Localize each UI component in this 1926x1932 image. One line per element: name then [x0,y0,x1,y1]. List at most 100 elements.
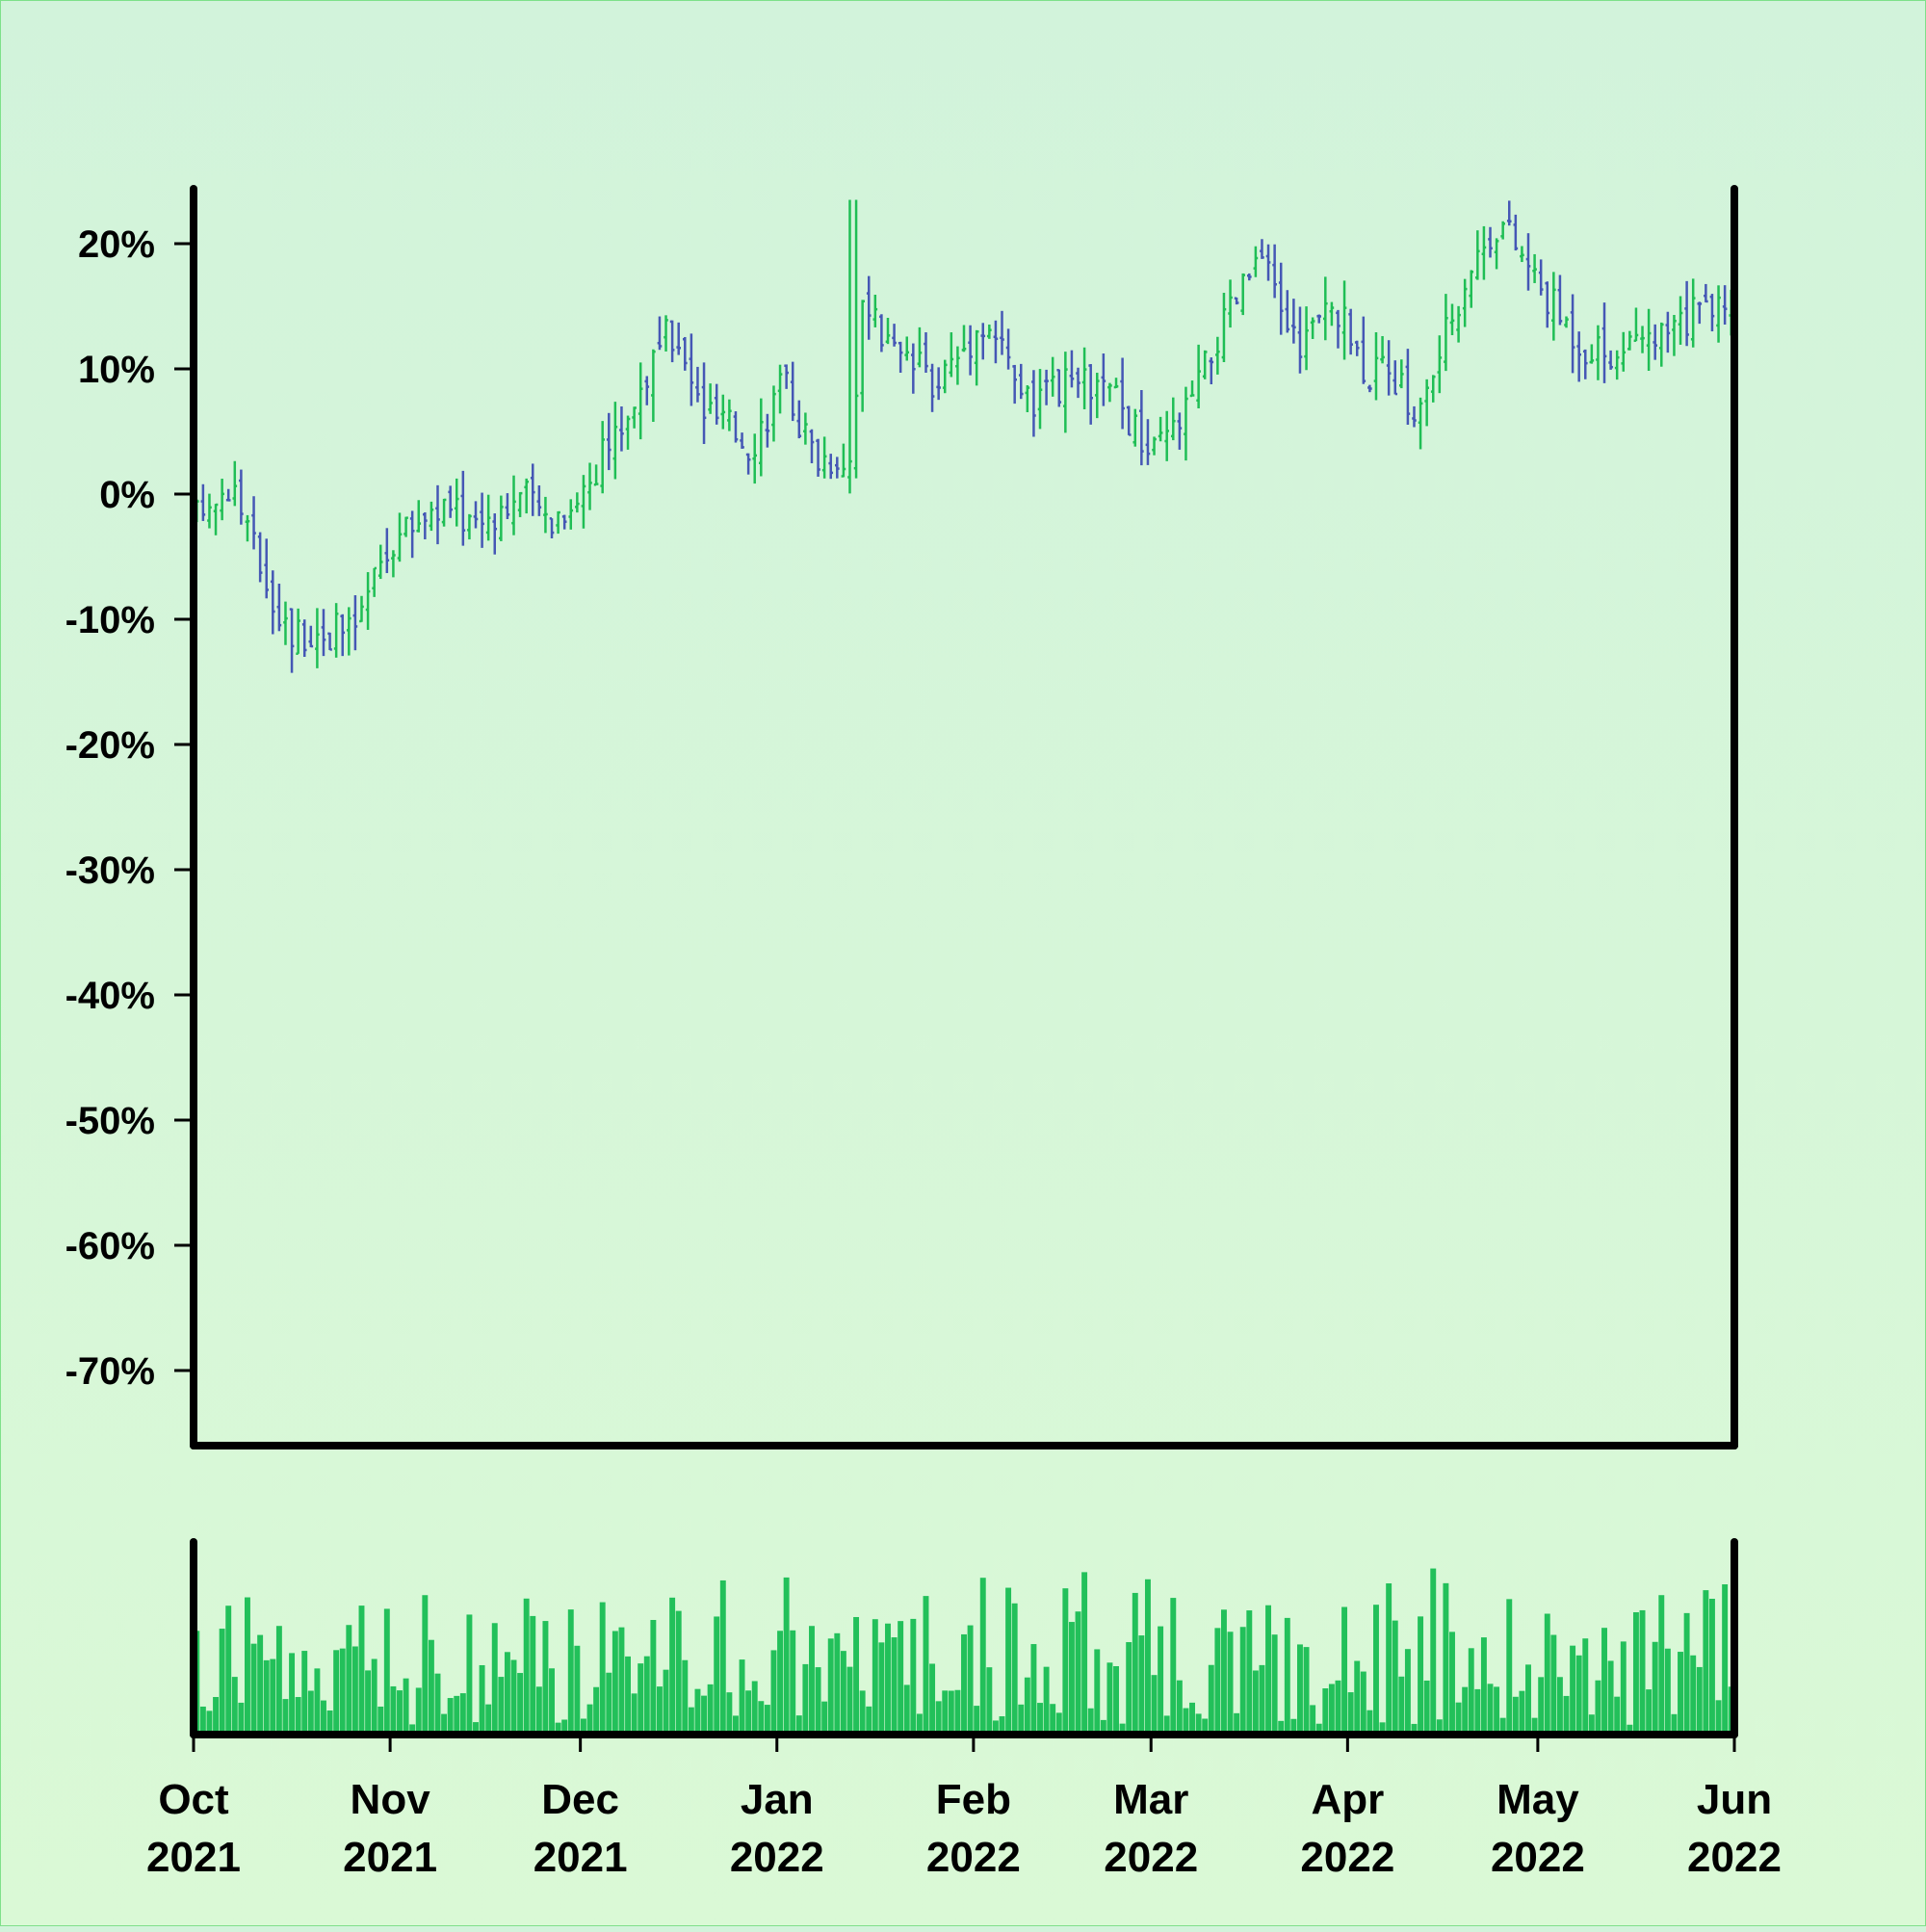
ohlc-bar [987,324,992,339]
ohlc-bar [1240,273,1246,316]
ohlc-bar [1329,301,1335,326]
volume-bar [777,1631,784,1735]
volume-bar [1627,1724,1633,1735]
ohlc-bar [1633,307,1639,343]
volume-bar [719,1580,726,1735]
volume-bar [745,1690,752,1735]
ohlc-bar [251,496,256,550]
ohlc-bar [1297,306,1303,374]
ohlc-bar [1348,308,1353,355]
volume-bar [733,1715,739,1735]
volume-bar [663,1669,669,1735]
ohlc-bar [245,514,250,542]
volume-bar [555,1722,561,1735]
volume-bar [764,1705,770,1735]
ohlc-bar [1076,367,1080,399]
ohlc-bar [1684,280,1689,347]
ohlc-bar [1189,380,1195,398]
volume-bar [1183,1708,1189,1735]
ohlc-bar [1557,274,1563,326]
volume-bar [948,1690,954,1735]
volume-bar [1347,1692,1354,1735]
ohlc-bar [1589,344,1595,364]
ohlc-bar [1228,279,1233,328]
volume-bar [929,1663,936,1735]
volume-bar [751,1681,758,1735]
ohlc-bar [1697,301,1703,325]
ohlc-bar [220,479,224,521]
volume-bar [1436,1719,1443,1735]
volume-bar [1310,1705,1316,1735]
volume-bar [275,1626,282,1735]
volume-bar [1081,1572,1088,1735]
volume-bar [517,1673,524,1735]
volume-bar [961,1633,967,1735]
ohlc-bar [1418,397,1423,450]
volume-bar [815,1667,821,1735]
volume-bar [1715,1700,1722,1735]
volume-bar [1664,1648,1671,1735]
volume-bar [295,1697,301,1735]
volume-bar [1284,1617,1290,1735]
ohlc-bar [1469,270,1474,308]
ohlc-bar [879,314,884,352]
ohlc-bar [327,632,332,651]
ohlc-bar [968,325,973,376]
ohlc-bar [1500,221,1505,240]
volume-bar [1499,1717,1506,1735]
ohlc-bar [695,366,700,403]
x-tick-month: Mar [1113,1776,1188,1823]
ohlc-bar [524,478,529,514]
volume-bar [1538,1677,1545,1735]
volume-bar [485,1704,492,1735]
volume-bar [1132,1592,1138,1735]
ohlc-bar [1665,311,1671,353]
ohlc-bar [1716,285,1721,343]
volume-bar [1271,1634,1278,1735]
y-axis-ticks: 20% 10% 0% -10% -20% -30% -40% -50% -60% -70% [65,223,194,1393]
ohlc-bar [467,513,472,540]
volume-bar [1678,1652,1683,1735]
ohlc-bar [1221,293,1227,363]
volume-bar [1208,1664,1214,1735]
volume-bar [1696,1666,1703,1735]
volume-bar [307,1690,314,1735]
volume-bar [1639,1609,1646,1735]
ohlc-bar [904,336,910,361]
ohlc-bar [1361,316,1366,384]
volume-bar [834,1632,841,1735]
ohlc-bar [1462,278,1468,327]
volume-bar [1379,1722,1386,1735]
y-tick-label: -30% [65,849,155,892]
volume-bar [1443,1582,1449,1735]
ohlc-bar [898,341,903,373]
ohlc-bar [1012,364,1017,405]
volume-bar [1570,1645,1576,1735]
volume-bar [1144,1579,1151,1735]
volume-bar [1563,1695,1570,1735]
ohlc-bar [1678,296,1683,345]
volume-bar [333,1650,340,1735]
volume-bar [580,1718,586,1735]
ohlc-bar [1430,375,1436,403]
volume-bar [422,1595,429,1735]
ohlc-bar [708,383,713,414]
ohlc-bar [1285,290,1290,333]
volume-bar [1189,1702,1195,1735]
volume-bar [878,1642,885,1735]
volume-bar [1595,1680,1601,1735]
ohlc-bar [593,464,599,486]
ohlc-bar [1253,246,1259,277]
ohlc-bar [606,412,612,471]
ohlc-bar [733,411,739,443]
volume-bar [694,1688,701,1735]
x-tick-year: 2021 [146,1834,241,1881]
ohlc-bar [632,406,637,429]
volume-bar [428,1639,434,1735]
ohlc-bar [1000,310,1004,355]
volume-bar [809,1626,815,1735]
ohlc-bar [429,501,434,532]
ohlc-bar [752,433,758,484]
ohlc-bar [441,498,447,527]
ohlc-bar [1341,280,1347,360]
